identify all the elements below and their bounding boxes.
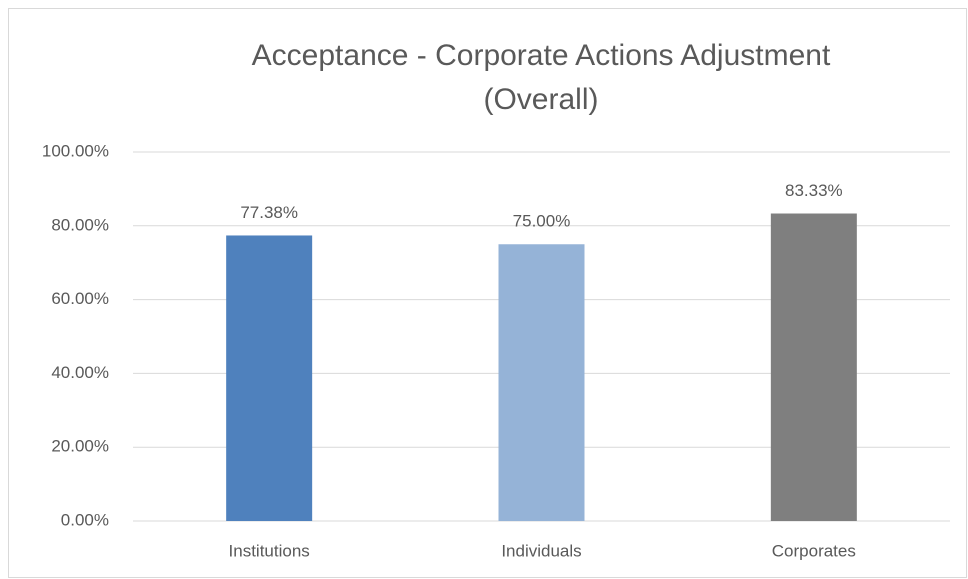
data-label: 83.33%: [785, 181, 843, 200]
bar: [770, 213, 857, 521]
chart-title: Acceptance - Corporate Actions Adjustmen…: [252, 39, 831, 72]
y-tick-label: 100.00%: [42, 141, 109, 160]
y-tick-label: 20.00%: [51, 437, 109, 456]
y-tick-label: 60.00%: [51, 289, 109, 308]
chart-title: (Overall): [483, 83, 598, 116]
y-tick-label: 0.00%: [61, 510, 109, 529]
x-tick-label: Corporates: [772, 541, 856, 560]
x-tick-label: Institutions: [229, 541, 310, 560]
y-tick-label: 80.00%: [51, 215, 109, 234]
x-tick-label: Individuals: [501, 541, 581, 560]
data-label: 77.38%: [240, 203, 298, 222]
y-tick-label: 40.00%: [51, 363, 109, 382]
data-label: 75.00%: [513, 212, 571, 231]
bar: [226, 235, 313, 521]
bar: [498, 244, 585, 521]
